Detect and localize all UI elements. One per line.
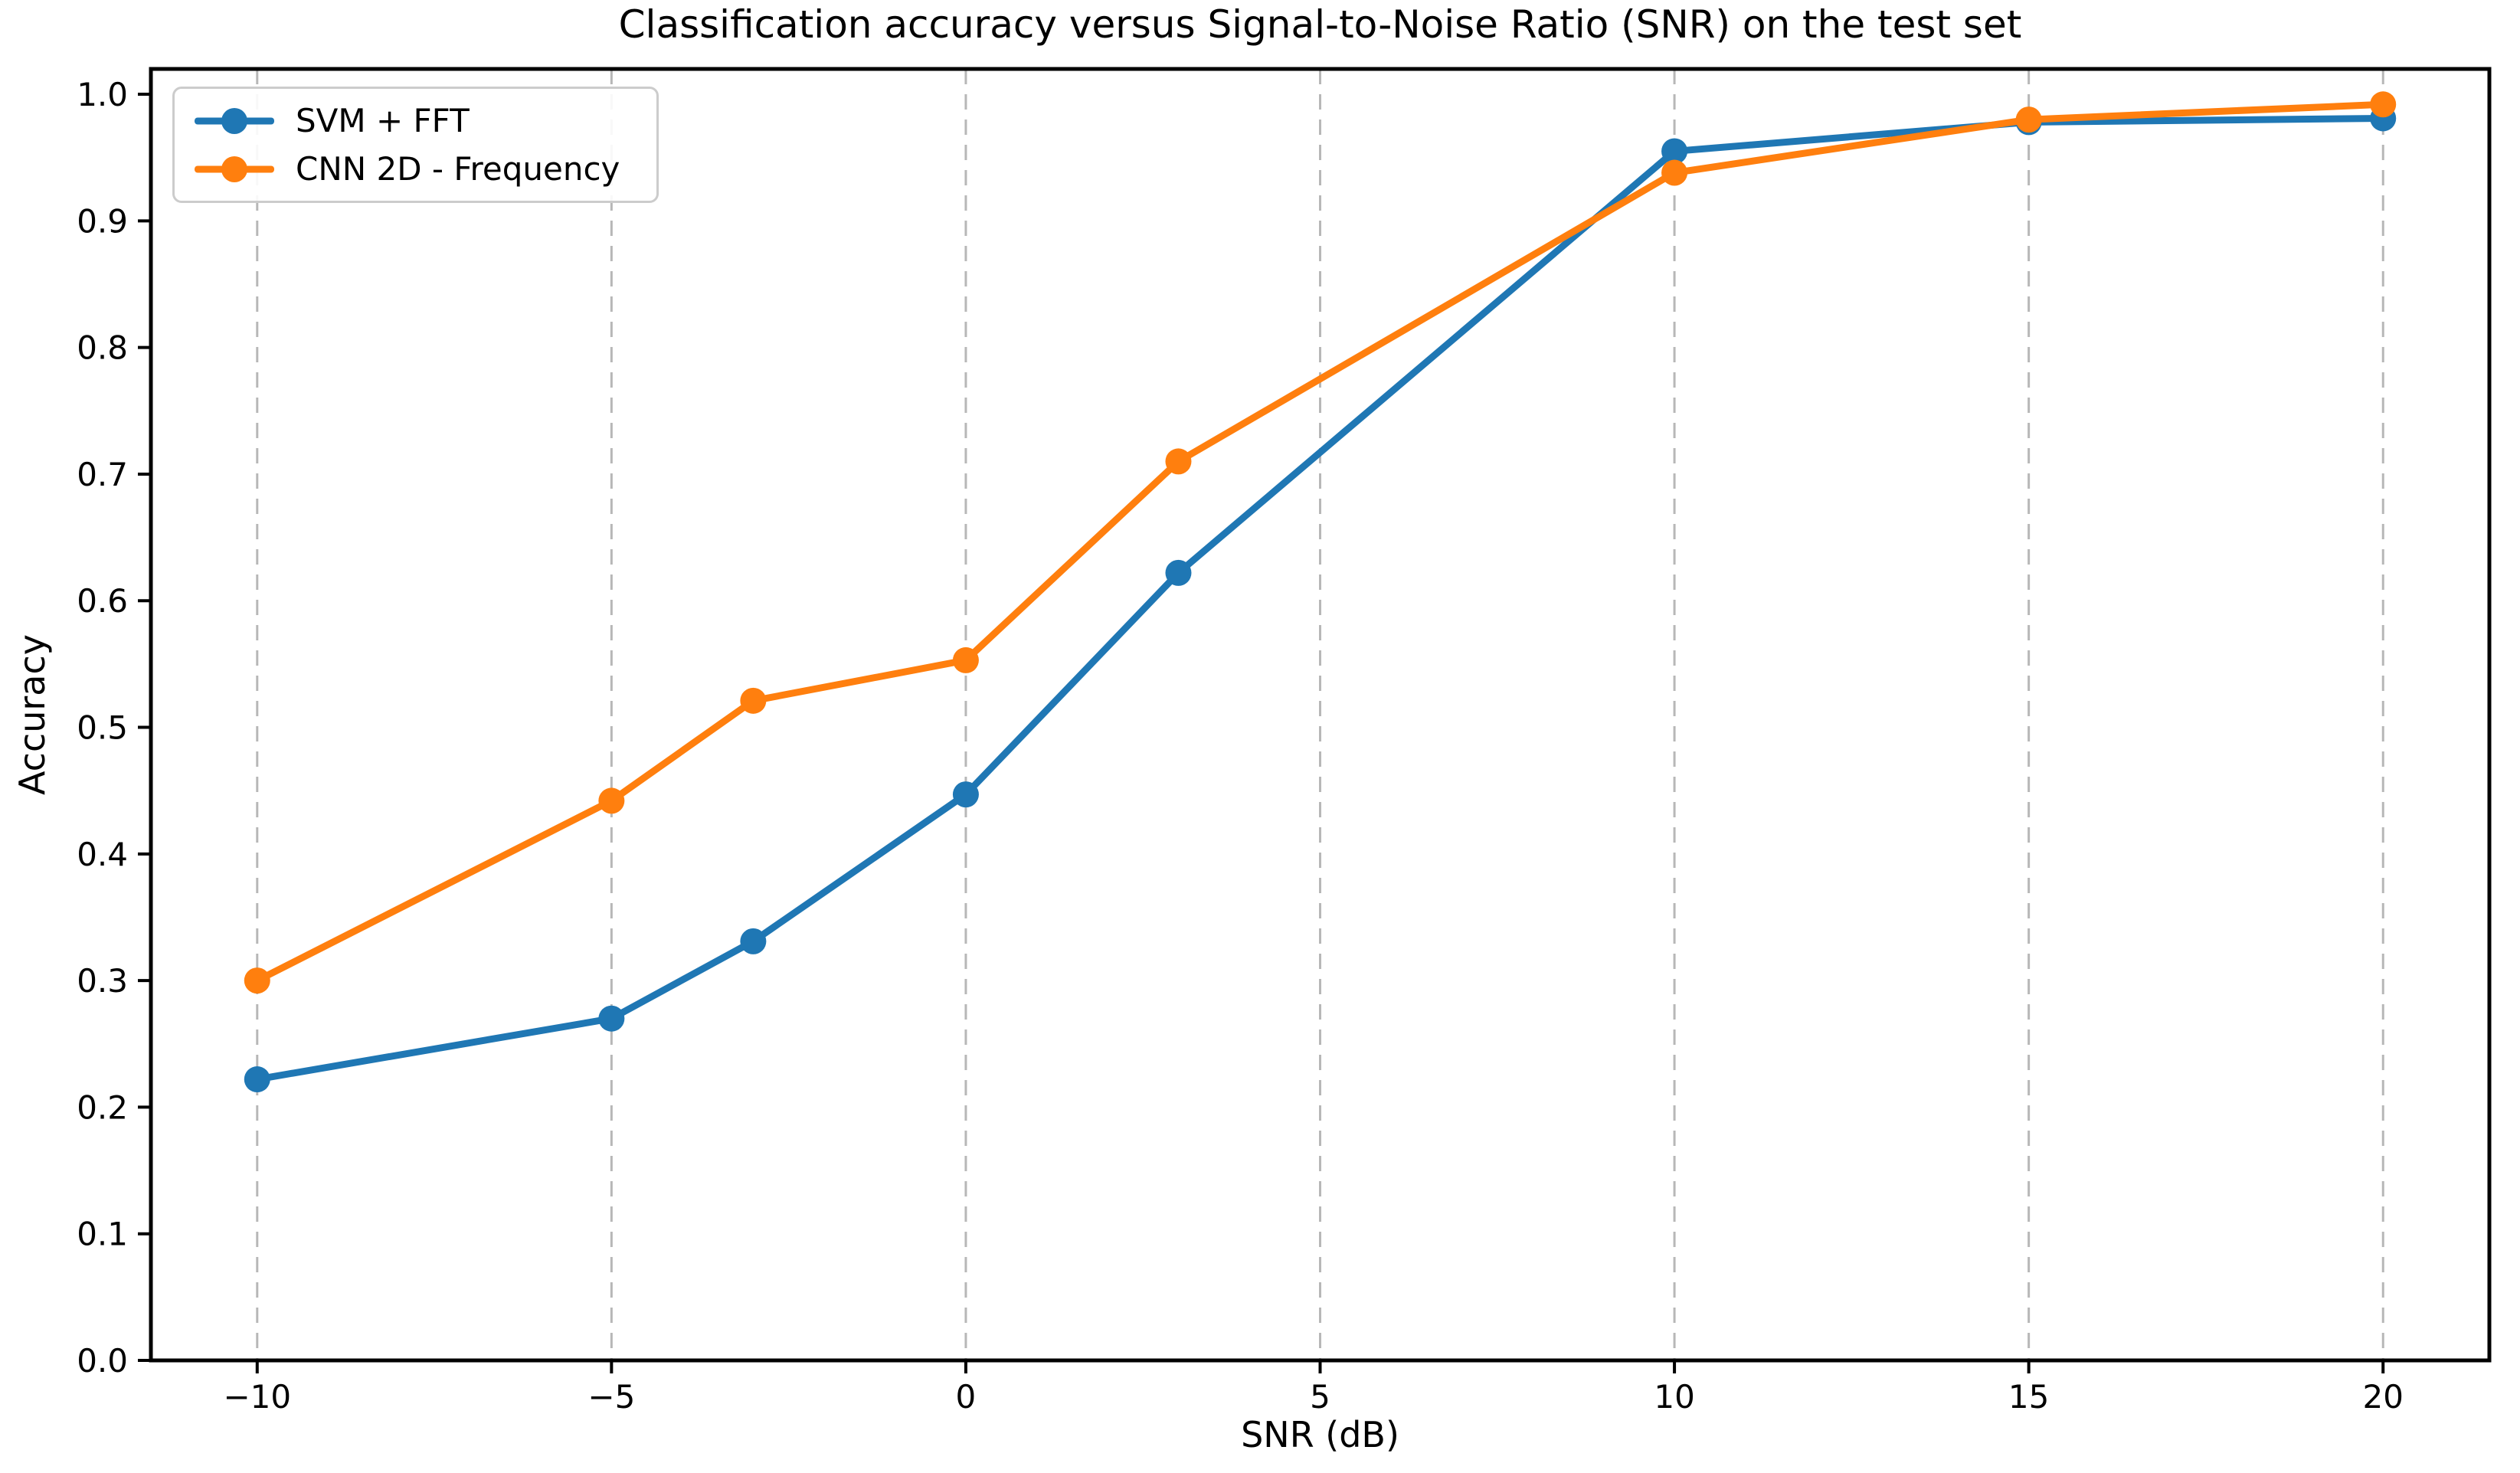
data-series: [244, 91, 2397, 1093]
data-point-1-snr-10: [1661, 159, 1688, 186]
data-point-0-snr-0: [952, 781, 979, 808]
data-point-1-snr-0: [952, 646, 979, 673]
x-tick-label: −5: [587, 1378, 635, 1416]
legend-label-svm-fft: SVM + FFT: [296, 102, 470, 139]
x-axis-label: SNR (dB): [1241, 1414, 1399, 1455]
legend-dot-icon: [221, 107, 247, 134]
y-tick-label: 0.8: [77, 329, 128, 367]
x-tick-label: 15: [2008, 1378, 2049, 1416]
legend-label-cnn-2d-frequency: CNN 2D - Frequency: [296, 150, 620, 188]
data-point-1-snr-3: [1165, 448, 1192, 475]
y-tick-label: 0.7: [77, 456, 128, 493]
data-point-1-snr-20: [2370, 91, 2397, 118]
y-tick-label: 1.0: [77, 76, 128, 113]
x-tick-label: −10: [223, 1378, 291, 1416]
x-tick-label: 20: [2363, 1378, 2404, 1416]
legend-marker-svm-fft: [195, 107, 274, 134]
x-tick-label: 0: [956, 1378, 977, 1416]
y-tick-label: 0.0: [77, 1342, 128, 1380]
legend-dot-icon: [221, 155, 247, 182]
y-tick-label: 0.5: [77, 709, 128, 747]
legend-marker-cnn-2d-frequency: [195, 155, 274, 182]
axis-ticks: [138, 93, 2385, 1373]
series-line-1: [254, 100, 2387, 984]
y-tick-label: 0.2: [77, 1088, 128, 1126]
y-tick-label: 0.4: [77, 836, 128, 873]
data-point-0-snr-10: [1661, 138, 1688, 165]
data-point-0-snr-3: [1165, 559, 1192, 586]
x-tick-label: 10: [1654, 1378, 1694, 1416]
legend-item-cnn-2d-frequency: CNN 2D - Frequency: [195, 149, 656, 189]
data-point-1-snr-15: [2015, 106, 2042, 133]
data-point-0-snr--3: [740, 928, 767, 954]
data-point-0-snr--10: [244, 1066, 270, 1093]
data-point-1-snr--3: [740, 687, 767, 714]
y-tick-label: 0.9: [77, 202, 128, 240]
legend-item-svm-fft: SVM + FFT: [195, 101, 656, 141]
x-tick-label: 5: [1310, 1378, 1330, 1416]
data-point-1-snr--5: [598, 787, 625, 814]
legend: SVM + FFT CNN 2D - Frequency: [172, 87, 659, 203]
y-tick-label: 0.1: [77, 1216, 128, 1253]
gridlines: [256, 69, 2384, 1360]
data-point-0-snr--5: [598, 1005, 625, 1032]
axis-tick-labels: −10 −5 0 5 10 15 20 0.0 0.1 0.2 0.3 0.4 0.5 0.6 0.7 0.8…: [77, 76, 2404, 1416]
y-tick-label: 0.6: [77, 582, 128, 620]
chart-title: Classification accuracy versus Signal-to…: [618, 2, 2022, 47]
y-tick-label: 0.3: [77, 962, 128, 1000]
data-point-1-snr--10: [244, 967, 270, 994]
